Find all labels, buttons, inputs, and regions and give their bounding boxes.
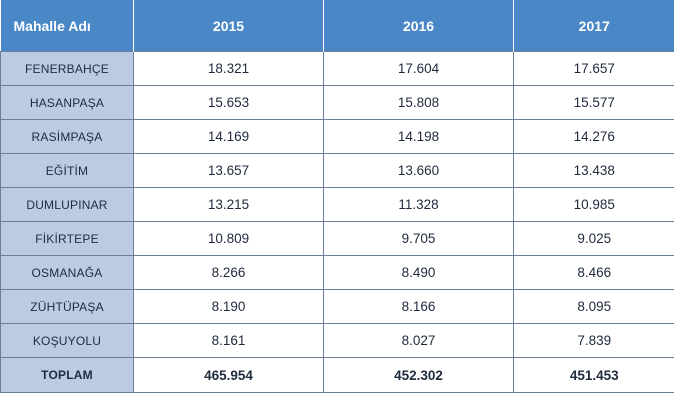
value-cell-2015: 14.169 [133,119,324,154]
value-cell-2015: 8.190 [133,289,324,324]
total-value-cell-2017: 451.453 [513,357,674,393]
value-cell-2016: 9.705 [323,221,514,256]
value-cell-2017: 8.095 [513,289,674,324]
value-cell-2017: 13.438 [513,153,674,188]
mahalle-name-cell: KOŞUYOLU [0,323,134,358]
mahalle-name-cell: HASANPAŞA [0,85,134,120]
value-cell-2017: 9.025 [513,221,674,256]
table-body: FENERBAHÇE 18.321 17.604 17.657 HASANPAŞA 15.… [0,51,674,393]
value-cell-2016: 8.490 [323,255,514,290]
table-row: OSMANAĞA 8.266 8.490 8.466 [0,255,674,290]
total-label-cell: TOPLAM [0,357,134,393]
value-cell-2017: 15.577 [513,85,674,120]
total-row: TOPLAM 465.954 452.302 451.453 [0,357,674,393]
mahalle-name-cell: ZÜHTÜPAŞA [0,289,134,324]
mahalle-name-cell: FENERBAHÇE [0,51,134,86]
value-cell-2015: 15.653 [133,85,324,120]
value-cell-2016: 17.604 [323,51,514,86]
value-cell-2017: 8.466 [513,255,674,290]
value-cell-2016: 8.027 [323,323,514,358]
mahalle-name-cell: EĞİTİM [0,153,134,188]
mahalle-name-cell: DUMLUPINAR [0,187,134,222]
value-cell-2016: 8.166 [323,289,514,324]
value-cell-2016: 14.198 [323,119,514,154]
value-cell-2015: 18.321 [133,51,324,86]
table-row: RASİMPAŞA 14.169 14.198 14.276 [0,119,674,154]
table-row: FENERBAHÇE 18.321 17.604 17.657 [0,51,674,86]
header-row: Mahalle Adı 2015 2016 2017 [0,0,674,52]
table-row: ZÜHTÜPAŞA 8.190 8.166 8.095 [0,289,674,324]
mahalle-name-cell: FİKİRTEPE [0,221,134,256]
table-row: HASANPAŞA 15.653 15.808 15.577 [0,85,674,120]
value-cell-2015: 10.809 [133,221,324,256]
value-cell-2016: 13.660 [323,153,514,188]
value-cell-2015: 8.161 [133,323,324,358]
column-header-2015: 2015 [133,0,324,52]
table-row: FİKİRTEPE 10.809 9.705 9.025 [0,221,674,256]
table-row: EĞİTİM 13.657 13.660 13.438 [0,153,674,188]
table-row: DUMLUPINAR 13.215 11.328 10.985 [0,187,674,222]
value-cell-2017: 10.985 [513,187,674,222]
table-row: KOŞUYOLU 8.161 8.027 7.839 [0,323,674,358]
mahalle-name-cell: RASİMPAŞA [0,119,134,154]
column-header-2016: 2016 [323,0,514,52]
value-cell-2016: 11.328 [323,187,514,222]
column-header-2017: 2017 [513,0,674,52]
column-header-mahalle: Mahalle Adı [0,0,134,52]
value-cell-2015: 8.266 [133,255,324,290]
value-cell-2016: 15.808 [323,85,514,120]
total-value-cell-2015: 465.954 [133,357,324,393]
value-cell-2015: 13.657 [133,153,324,188]
value-cell-2017: 17.657 [513,51,674,86]
value-cell-2017: 14.276 [513,119,674,154]
total-value-cell-2016: 452.302 [323,357,514,393]
value-cell-2017: 7.839 [513,323,674,358]
value-cell-2015: 13.215 [133,187,324,222]
table-header: Mahalle Adı 2015 2016 2017 [0,0,674,52]
mahalle-name-cell: OSMANAĞA [0,255,134,290]
